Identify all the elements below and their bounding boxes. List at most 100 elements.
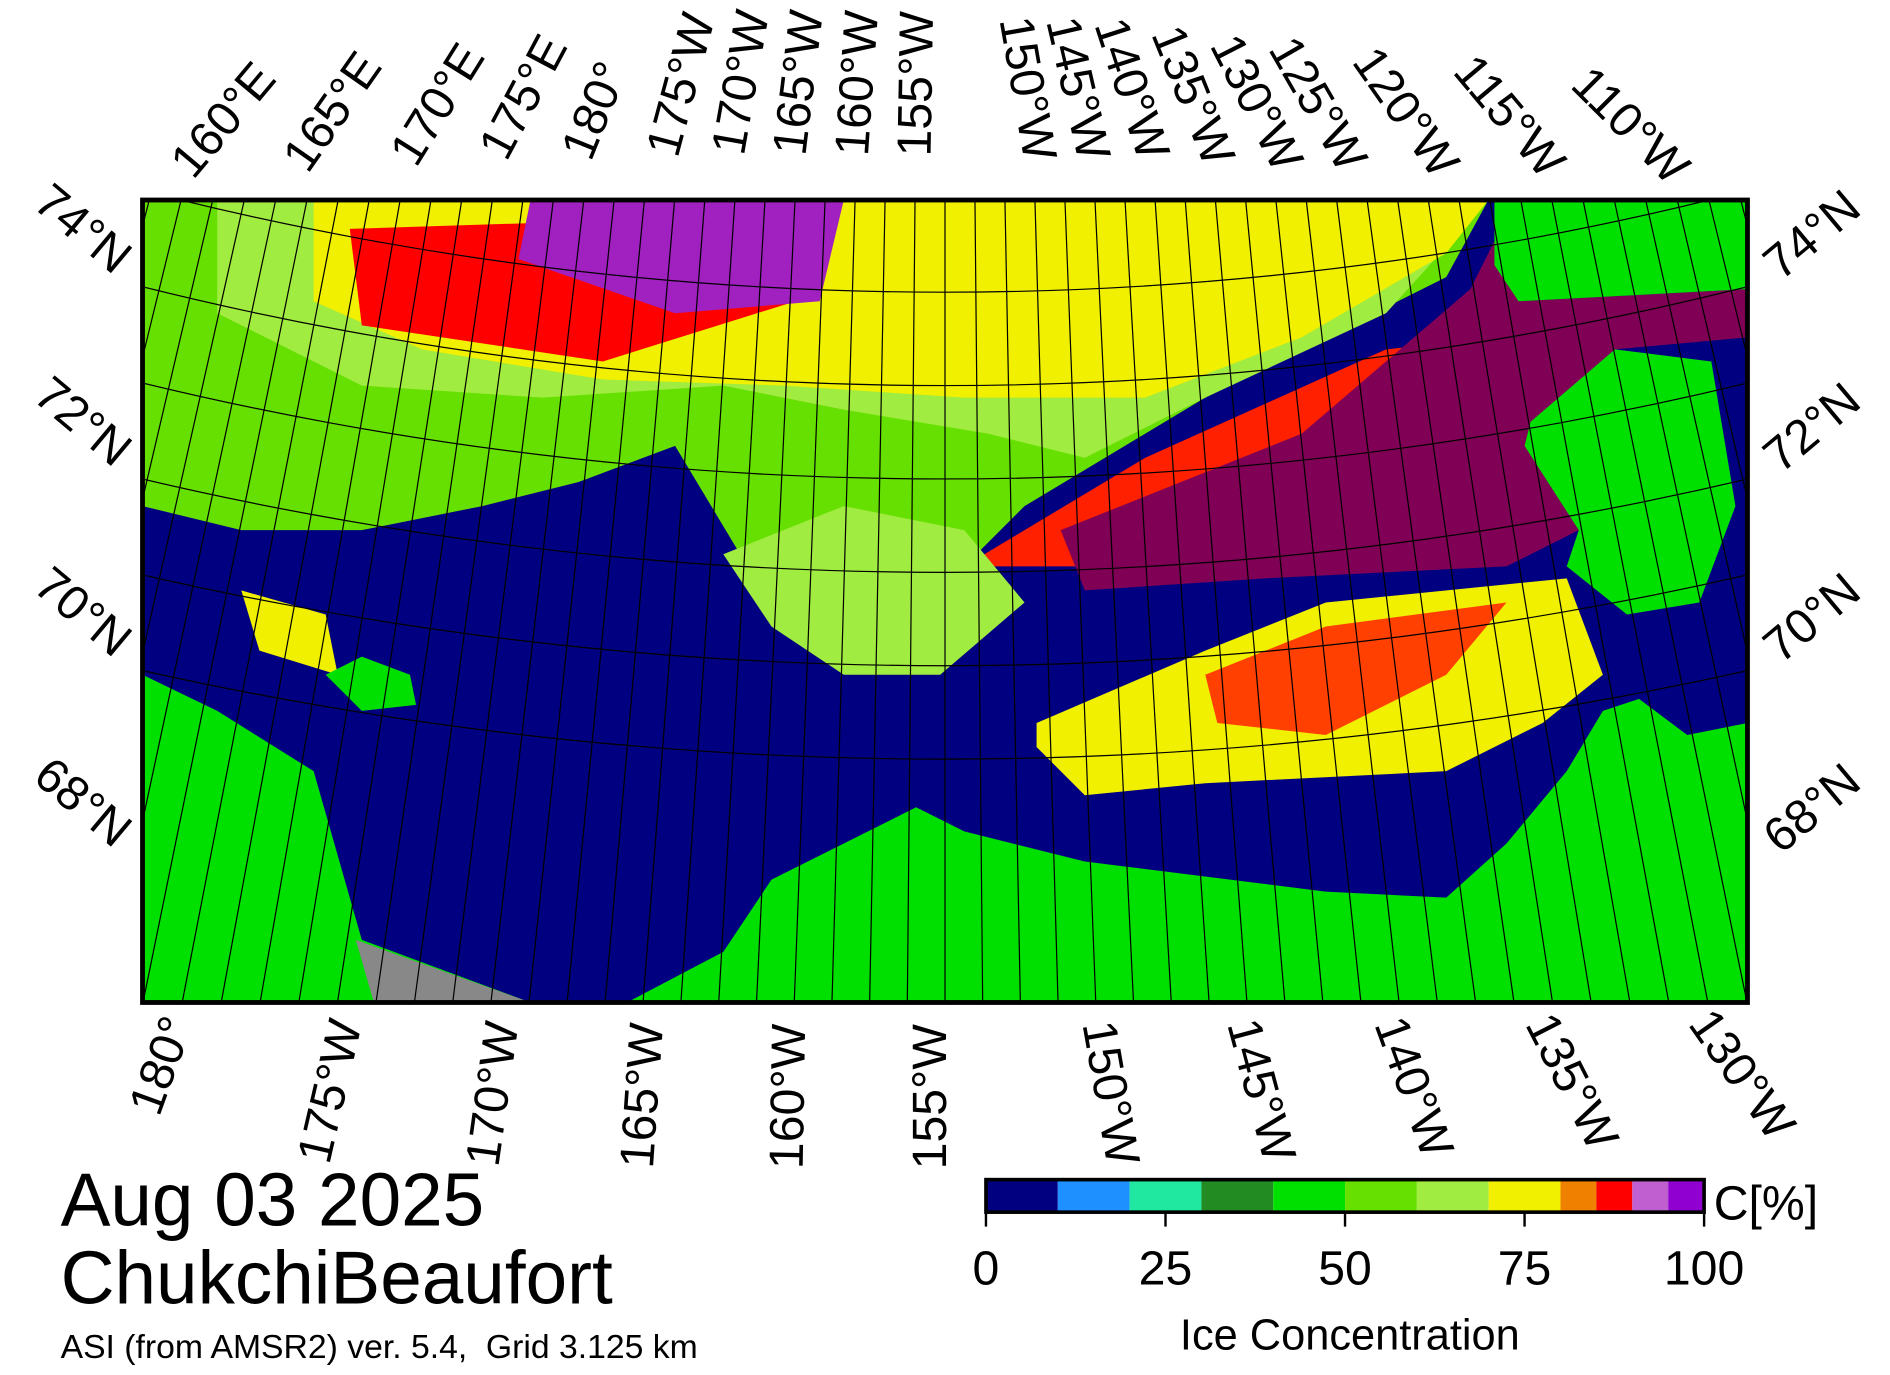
meridian-line	[1004, 200, 1021, 1003]
meridian-line	[1756, 0, 1890, 1017]
colorbar-tick-label: 0	[973, 1241, 1000, 1295]
colorbar-unit: C[%]	[1714, 1176, 1818, 1230]
meridian-line	[259, 200, 401, 1003]
lon-label-top: 115°W	[1443, 45, 1576, 189]
meridian-line	[1397, 200, 1515, 1003]
lon-label-bottom: 175°W	[287, 1014, 372, 1168]
meridian-line	[142, 200, 277, 825]
latitude-line	[0, 0, 1890, 12]
meridian-line	[1838, 0, 1890, 983]
lon-label-bottom: 160°W	[760, 1023, 817, 1170]
lon-label-top: 160°W	[825, 8, 889, 157]
meridian-line	[142, 200, 245, 657]
colorbar-tick-label: 75	[1498, 1241, 1552, 1295]
meridian-line	[642, 200, 706, 1003]
map-area	[0, 0, 1890, 1028]
meridian-line	[142, 200, 308, 1003]
lon-label-bottom: 165°W	[610, 1021, 674, 1170]
meridian-line	[1729, 0, 1890, 1028]
meridian-line	[869, 200, 886, 1003]
meridian-line	[528, 200, 615, 1003]
meridian-line	[413, 200, 524, 1003]
meridian-line	[1551, 200, 1709, 1003]
meridian-line	[1034, 200, 1059, 1003]
lat-label-left: 74°N	[24, 173, 141, 284]
lon-label-bottom: 180°	[119, 1009, 204, 1121]
meridian-line	[0, 0, 161, 1028]
land-banks	[1524, 349, 1736, 615]
meridian-line	[0, 0, 52, 983]
meridian-line	[181, 200, 339, 1003]
lon-label-top: 160°E	[160, 52, 286, 188]
graticule	[0, 0, 1890, 1028]
meridian-line	[375, 200, 493, 1003]
source: ASI (from AMSR2) ver. 5.4, Grid 3.125 km	[61, 1328, 698, 1366]
colorbar-segment	[1596, 1179, 1633, 1213]
colorbar-segment	[1345, 1179, 1417, 1213]
land-wrangel	[325, 656, 417, 711]
meridian-line	[0, 0, 134, 1017]
meridian-line	[1783, 0, 1890, 1006]
colorbar-segment	[1668, 1179, 1705, 1213]
region: ChukchiBeaufort	[61, 1236, 613, 1320]
lon-label-bottom: 140°W	[1364, 1009, 1465, 1164]
colorbar-segment	[1560, 1179, 1597, 1213]
lon-label-top: 120°W	[1342, 37, 1470, 187]
lon-label-top: 155°W	[888, 10, 945, 157]
colorbar-tick-label: 100	[1664, 1241, 1744, 1295]
colorbar-segment	[1488, 1179, 1561, 1213]
colorbar-tick-label: 25	[1139, 1241, 1193, 1295]
meridian-line	[1865, 0, 1890, 971]
meridian-line	[1489, 200, 1631, 1003]
meridian-line	[1427, 200, 1554, 1003]
meridian-line	[1184, 200, 1248, 1003]
lat-label-right: 72°N	[1753, 372, 1870, 483]
meridian-line	[680, 200, 736, 1003]
lon-label-bottom: 135°W	[1515, 1005, 1629, 1159]
meridian-line	[793, 200, 826, 1003]
colorbar-segment	[1057, 1179, 1130, 1213]
lat-label-left: 70°N	[24, 557, 141, 668]
meridian-line	[718, 200, 766, 1003]
meridian-line	[298, 200, 432, 1003]
meridian-line	[1245, 200, 1324, 1003]
meridian-line	[831, 200, 856, 1003]
land-gray	[355, 939, 531, 1003]
colorbar-title: Ice Concentration	[1180, 1312, 1520, 1360]
meridian-line	[566, 200, 645, 1003]
colorbar-segment	[985, 1179, 1058, 1213]
meridian-line	[1094, 200, 1135, 1003]
colorbar-tick-label: 50	[1318, 1241, 1372, 1295]
meridian-line	[1336, 200, 1438, 1003]
lon-label-bottom: 155°W	[903, 1024, 957, 1170]
meridian-line	[1214, 200, 1286, 1003]
meridian-line	[1520, 200, 1670, 1003]
meridian-line	[1064, 200, 1097, 1003]
meridian-line	[0, 0, 79, 995]
lon-label-bottom: 130°W	[1678, 1000, 1806, 1150]
meridian-line	[220, 200, 370, 1003]
lat-label-left: 72°N	[24, 366, 141, 477]
meridian-line	[452, 200, 554, 1003]
map-frame	[140, 197, 1750, 1005]
meridian-line	[0, 0, 107, 1006]
land-canada	[1494, 200, 1748, 302]
meridian-line	[336, 200, 463, 1003]
lon-label-bottom: 170°W	[456, 1018, 530, 1170]
meridian-line	[1613, 200, 1748, 825]
meridian-line	[1645, 200, 1748, 657]
meridian-line	[1154, 200, 1210, 1003]
meridian-line	[1275, 200, 1362, 1003]
meridian-line	[906, 200, 916, 1003]
lat-label-right: 74°N	[1753, 179, 1870, 290]
meridian-line	[1458, 200, 1592, 1003]
lon-label-top: 170°E	[380, 34, 496, 174]
meridian-line	[1811, 0, 1890, 995]
colorbar-segment	[1273, 1179, 1346, 1213]
meridian-line	[1582, 200, 1748, 1003]
lon-label-top: 165°E	[272, 42, 392, 181]
meridian-line	[755, 200, 796, 1003]
lat-label-right: 70°N	[1753, 563, 1870, 674]
lat-label-left: 68°N	[24, 747, 141, 858]
